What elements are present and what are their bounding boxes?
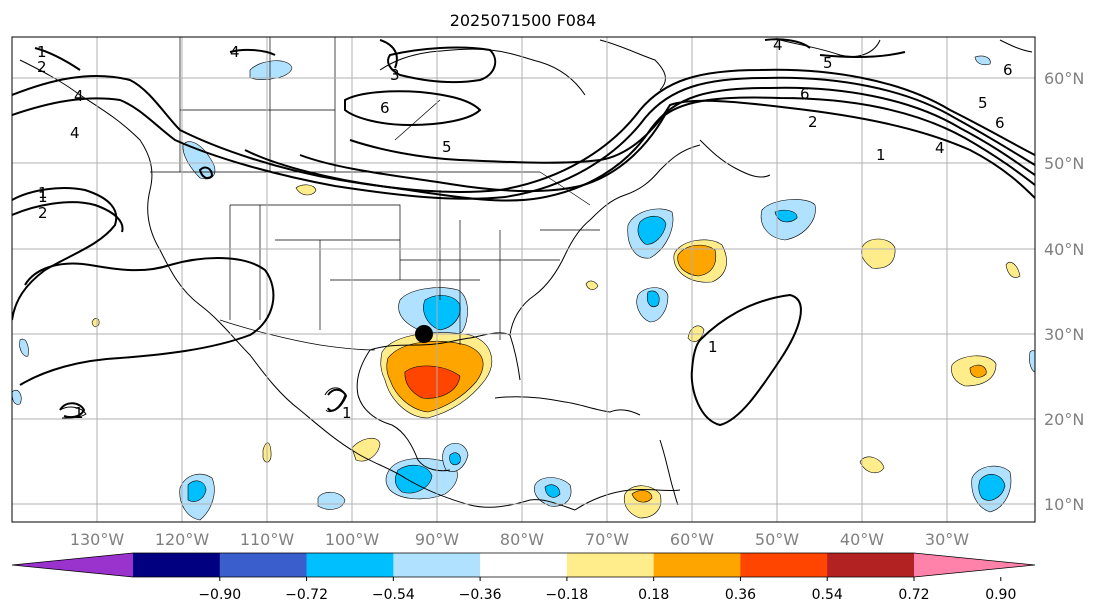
map-title: 2025071500 F084	[450, 11, 597, 30]
colorbar-label: 0.36	[725, 587, 756, 603]
contour-label: 4	[70, 124, 80, 142]
contour-label: 1	[342, 404, 352, 422]
contour-label: 2	[38, 204, 48, 222]
political-borders	[12, 37, 600, 351]
contour-label: 1	[876, 146, 886, 164]
lon-tick-label: 50°W	[755, 530, 799, 549]
contour-label: 5	[823, 54, 833, 72]
contour-label-group: 1 2 4 3 4 4 1 6 5 4 5 6 6 5 6 2 1 4 1 2 …	[37, 36, 1013, 422]
contour-label: 6	[800, 85, 810, 103]
colorbar-segment	[653, 553, 741, 577]
contour-label: 3	[390, 66, 400, 84]
lat-tick-label: 10°N	[1044, 495, 1084, 514]
storm-center-marker	[415, 325, 433, 343]
lon-tick-label: 70°W	[585, 530, 629, 549]
colorbar-label: 0.18	[638, 587, 669, 603]
lon-tick-label: 110°W	[240, 530, 295, 549]
colorbar-segment	[566, 553, 655, 577]
coastlines	[19, 39, 1033, 511]
colorbar-extend-max	[914, 553, 1035, 577]
contour-label: 4	[74, 87, 84, 105]
contour-label: 1	[38, 184, 48, 202]
contour-label: 4	[230, 43, 240, 61]
colorbar-label: −0.18	[545, 587, 588, 603]
lon-tick-label: 90°W	[415, 530, 459, 549]
colorbar: −0.90 −0.72 −0.54 −0.36 −0.18 0.18 0.36 0.54 0.7…	[11, 552, 1036, 603]
lon-tick-label: 130°W	[70, 530, 125, 549]
colorbar-label: 0.90	[985, 587, 1016, 603]
colorbar-extend-min	[12, 553, 133, 577]
contour-label: 5	[978, 94, 988, 112]
positive-anomaly-areas	[91, 184, 1021, 519]
colorbar-segment	[827, 553, 915, 577]
contour-lines	[12, 38, 1035, 427]
contour-label: 6	[995, 114, 1005, 132]
lat-tick-label: 40°N	[1044, 240, 1084, 259]
lon-tick-label: 120°W	[155, 530, 210, 549]
colorbar-label: −0.54	[372, 587, 415, 603]
contour-label: 6	[1003, 61, 1013, 79]
latitude-axis: 60°N 50°N 40°N 30°N 20°N 10°N	[1044, 69, 1084, 514]
colorbar-segment	[133, 553, 221, 577]
colorbar-segment	[306, 553, 394, 577]
colorbar-segment	[393, 553, 481, 577]
lat-tick-label: 20°N	[1044, 410, 1084, 429]
lon-tick-label: 40°W	[840, 530, 884, 549]
colorbar-segment	[740, 553, 828, 577]
contour-label: 6	[380, 99, 390, 117]
contour-label: 1	[74, 404, 84, 422]
colorbar-label: 0.72	[898, 587, 929, 603]
contour-label: 1	[38, 188, 48, 206]
colorbar-segment	[219, 553, 308, 577]
map-frame	[11, 36, 1036, 523]
lon-tick-label: 30°W	[925, 530, 969, 549]
map-area: 1 2 4 3 4 4 1 6 5 4 5 6 6 5 6 2 1 4 1 2 …	[12, 36, 1035, 522]
lat-tick-label: 50°N	[1044, 154, 1084, 173]
longitude-axis: 130°W 120°W 110°W 100°W 90°W 80°W 70°W 6…	[70, 530, 969, 549]
contour-label: 2	[808, 113, 818, 131]
colorbar-label: 0.54	[812, 587, 843, 603]
colorbar-label: −0.36	[459, 587, 502, 603]
colorbar-label: −0.72	[285, 587, 328, 603]
colorbar-label: −0.90	[198, 587, 241, 603]
contour-label: 2	[37, 58, 47, 76]
negative-anomaly-areas	[12, 55, 1035, 521]
lon-tick-label: 80°W	[500, 530, 544, 549]
colorbar-segment	[480, 553, 568, 577]
contour-label: 4	[773, 36, 783, 54]
colorbar-outline	[11, 552, 1036, 578]
contour-label: 1	[37, 43, 47, 61]
lat-tick-label: 60°N	[1044, 69, 1084, 88]
contour-label: 1	[708, 338, 718, 356]
contour-label: 4	[935, 139, 945, 157]
lat-tick-label: 30°N	[1044, 325, 1084, 344]
lon-tick-label: 60°W	[670, 530, 714, 549]
lon-tick-label: 100°W	[325, 530, 380, 549]
contour-label: 5	[442, 138, 452, 156]
